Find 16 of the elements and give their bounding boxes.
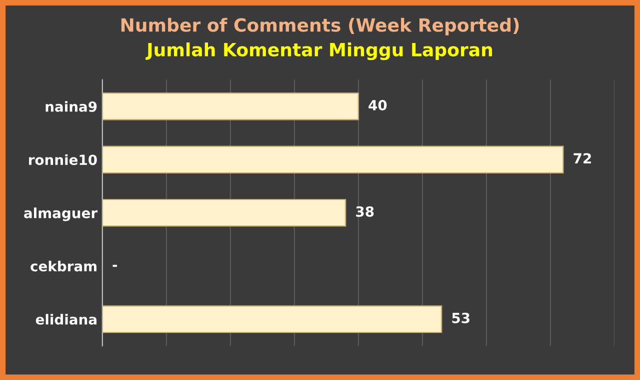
y-tick-label: naina9 [46, 101, 97, 112]
bar [102, 198, 346, 227]
bar [102, 146, 564, 174]
y-tick-label: almaguer [24, 208, 98, 222]
data-label: - [112, 264, 118, 267]
y-tick-label: elidiana [36, 314, 96, 325]
data-label: 40 [368, 100, 387, 110]
data-label: 38 [356, 206, 374, 217]
bar [102, 92, 359, 120]
chart-title: Number of Comments (Week Reported) [121, 18, 519, 36]
y-tick-label: cekbram [30, 260, 96, 272]
y-tick-label: ronnie10 [29, 154, 97, 166]
data-label: 53 [452, 312, 470, 324]
data-label: 72 [574, 153, 591, 164]
bar [102, 305, 442, 334]
chart-subtitle: Jumlah Komentar Minggu Laporan [146, 42, 492, 60]
